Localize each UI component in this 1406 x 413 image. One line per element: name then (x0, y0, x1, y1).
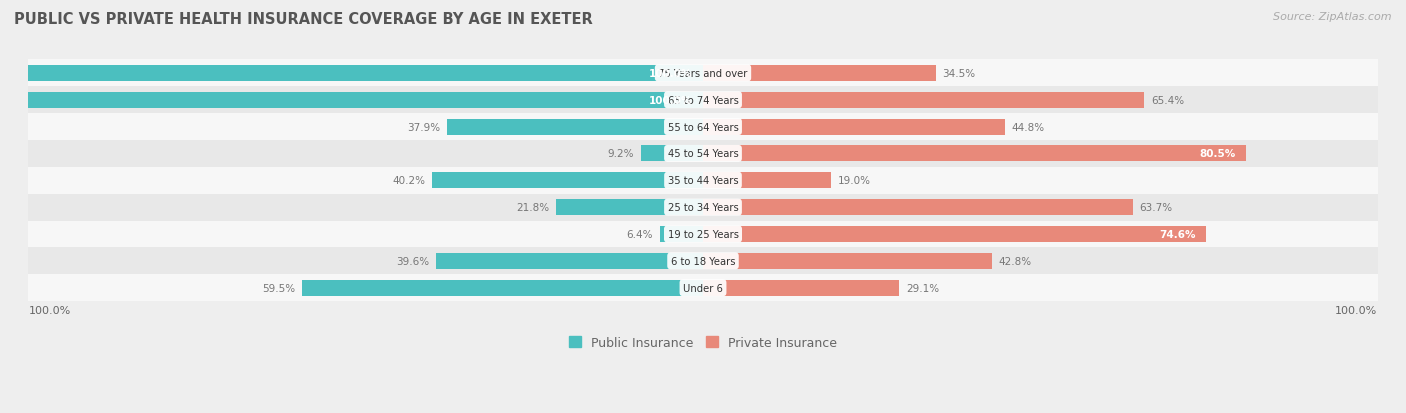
Text: 100.0%: 100.0% (650, 95, 693, 105)
Bar (703, 93, 1144, 109)
Bar (28, 66, 703, 82)
Bar (28, 221, 1378, 248)
Bar (436, 253, 703, 269)
Bar (703, 119, 1005, 135)
Text: 100.0%: 100.0% (1336, 305, 1378, 316)
Text: 37.9%: 37.9% (408, 122, 440, 132)
Text: 44.8%: 44.8% (1012, 122, 1045, 132)
Text: 100.0%: 100.0% (650, 69, 693, 78)
Text: 80.5%: 80.5% (1199, 149, 1236, 159)
Bar (703, 146, 1246, 162)
Bar (28, 141, 1378, 167)
Bar (28, 114, 1378, 141)
Bar (28, 275, 1378, 301)
Bar (28, 167, 1378, 194)
Text: 6.4%: 6.4% (627, 229, 652, 240)
Text: Source: ZipAtlas.com: Source: ZipAtlas.com (1274, 12, 1392, 22)
Bar (432, 173, 703, 189)
Text: 55 to 64 Years: 55 to 64 Years (668, 122, 738, 132)
Bar (641, 146, 703, 162)
Text: 19.0%: 19.0% (838, 176, 870, 186)
Bar (447, 119, 703, 135)
Bar (703, 253, 991, 269)
Text: 63.7%: 63.7% (1139, 203, 1173, 213)
Text: 65 to 74 Years: 65 to 74 Years (668, 95, 738, 105)
Bar (703, 173, 831, 189)
Text: 100.0%: 100.0% (28, 305, 70, 316)
Bar (28, 194, 1378, 221)
Bar (555, 199, 703, 216)
Text: 34.5%: 34.5% (942, 69, 976, 78)
Text: Under 6: Under 6 (683, 283, 723, 293)
Bar (703, 226, 1206, 242)
Text: PUBLIC VS PRIVATE HEALTH INSURANCE COVERAGE BY AGE IN EXETER: PUBLIC VS PRIVATE HEALTH INSURANCE COVER… (14, 12, 593, 27)
Bar (28, 248, 1378, 275)
Bar (703, 66, 936, 82)
Text: 39.6%: 39.6% (396, 256, 429, 266)
Bar (703, 199, 1133, 216)
Text: 9.2%: 9.2% (607, 149, 634, 159)
Text: 75 Years and over: 75 Years and over (658, 69, 748, 78)
Text: 21.8%: 21.8% (516, 203, 550, 213)
Text: 19 to 25 Years: 19 to 25 Years (668, 229, 738, 240)
Legend: Public Insurance, Private Insurance: Public Insurance, Private Insurance (564, 331, 842, 354)
Text: 74.6%: 74.6% (1160, 229, 1197, 240)
Text: 6 to 18 Years: 6 to 18 Years (671, 256, 735, 266)
Bar (703, 280, 900, 296)
Bar (302, 280, 703, 296)
Text: 45 to 54 Years: 45 to 54 Years (668, 149, 738, 159)
Text: 59.5%: 59.5% (262, 283, 295, 293)
Text: 35 to 44 Years: 35 to 44 Years (668, 176, 738, 186)
Text: 29.1%: 29.1% (905, 283, 939, 293)
Text: 40.2%: 40.2% (392, 176, 425, 186)
Text: 25 to 34 Years: 25 to 34 Years (668, 203, 738, 213)
Bar (28, 60, 1378, 87)
Text: 65.4%: 65.4% (1152, 95, 1184, 105)
Bar (659, 226, 703, 242)
Bar (28, 93, 703, 109)
Bar (28, 87, 1378, 114)
Text: 42.8%: 42.8% (998, 256, 1032, 266)
